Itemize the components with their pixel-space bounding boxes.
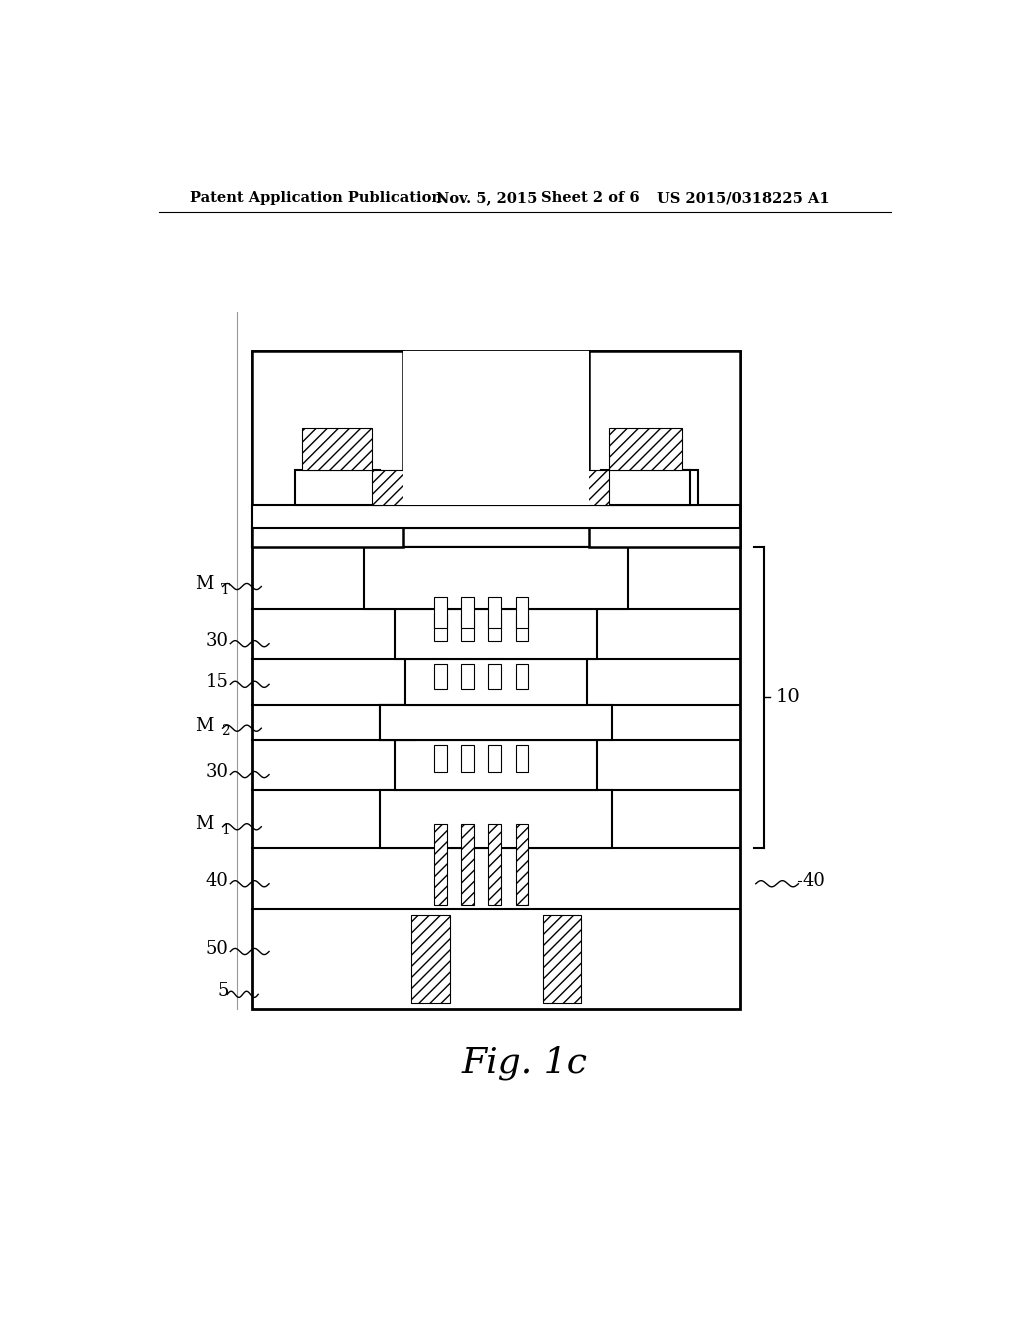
Bar <box>488 744 501 772</box>
Text: 2: 2 <box>221 725 229 738</box>
Text: 5: 5 <box>217 982 228 1001</box>
Bar <box>515 598 528 628</box>
Bar <box>403 351 589 506</box>
Text: M: M <box>195 717 213 735</box>
Bar <box>515 664 528 689</box>
Bar <box>380 705 415 739</box>
Bar <box>372 470 608 506</box>
Bar <box>434 598 446 628</box>
Bar <box>461 825 474 906</box>
Bar <box>434 744 446 772</box>
Bar <box>252 351 740 1010</box>
Bar <box>461 744 474 772</box>
Bar <box>252 528 740 548</box>
Bar <box>411 915 450 1003</box>
Bar <box>515 825 528 906</box>
Text: Patent Application Publication: Patent Application Publication <box>190 191 442 206</box>
Text: 50: 50 <box>206 940 228 958</box>
Bar <box>543 915 582 1003</box>
Bar <box>365 548 628 609</box>
Bar <box>434 825 446 906</box>
Bar <box>488 598 501 628</box>
Text: 30: 30 <box>206 763 228 781</box>
Bar <box>601 470 690 506</box>
Text: Nov. 5, 2015: Nov. 5, 2015 <box>436 191 538 206</box>
Bar <box>461 598 474 628</box>
Text: 30: 30 <box>206 632 228 651</box>
Bar <box>434 614 446 642</box>
Bar <box>515 614 528 642</box>
Bar <box>395 739 597 789</box>
Bar <box>434 664 446 689</box>
Bar <box>461 614 474 642</box>
Text: 40: 40 <box>206 873 228 891</box>
Bar <box>612 470 697 506</box>
Bar <box>589 351 740 548</box>
Bar <box>608 428 682 470</box>
Bar <box>488 664 501 689</box>
Bar <box>302 428 372 470</box>
Text: 10: 10 <box>776 689 801 706</box>
Bar <box>406 659 587 705</box>
Bar <box>488 825 501 906</box>
Text: T: T <box>221 582 230 597</box>
Bar <box>395 609 597 659</box>
Text: US 2015/0318225 A1: US 2015/0318225 A1 <box>657 191 829 206</box>
Text: 15: 15 <box>206 673 228 690</box>
Text: Sheet 2 of 6: Sheet 2 of 6 <box>541 191 640 206</box>
Text: 1: 1 <box>221 822 229 837</box>
Bar <box>380 789 612 847</box>
Bar <box>488 614 501 642</box>
Bar <box>515 744 528 772</box>
Text: Fig. 1c: Fig. 1c <box>462 1045 588 1080</box>
Text: M: M <box>195 576 213 593</box>
Bar <box>380 705 612 739</box>
Bar <box>461 664 474 689</box>
Text: M: M <box>195 816 213 833</box>
Bar <box>252 504 740 528</box>
Bar <box>252 351 403 548</box>
Text: 40: 40 <box>802 873 825 891</box>
Bar <box>295 470 380 506</box>
